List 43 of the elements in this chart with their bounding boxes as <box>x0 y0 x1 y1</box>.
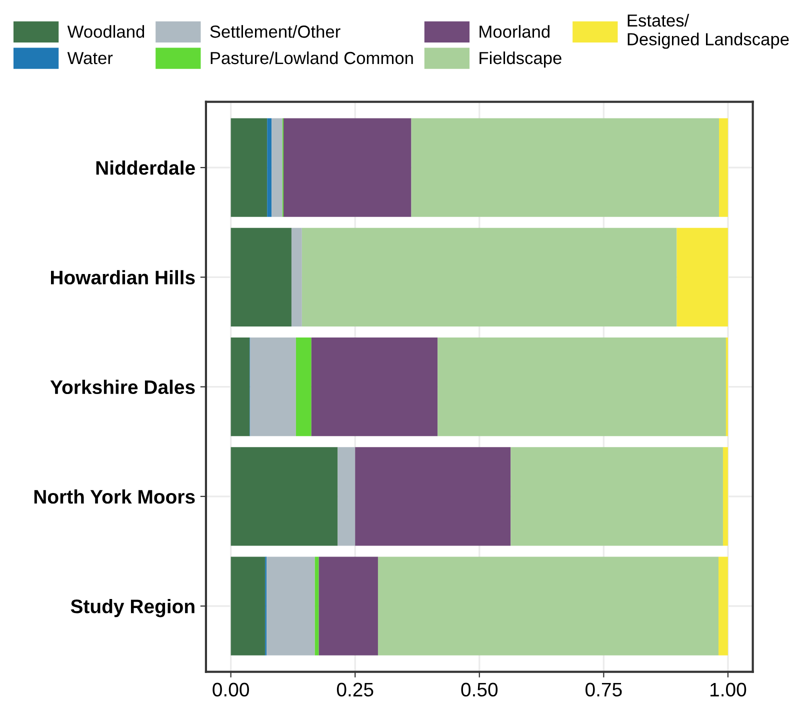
bar <box>314 556 319 656</box>
bar <box>230 118 268 217</box>
y-tick-label: Howardian Hills <box>51 270 195 284</box>
y-tick-label: Nidderdale <box>96 160 195 175</box>
bar <box>267 118 272 217</box>
bar <box>230 556 266 656</box>
x-tick-label: 0.00 <box>212 682 249 697</box>
bar <box>338 447 356 546</box>
y-tick-label: North York Moors <box>34 489 195 504</box>
x-tick-label: 0.25 <box>336 682 374 697</box>
x-tick-label: 0.75 <box>586 682 622 697</box>
bar <box>266 556 315 656</box>
bar <box>718 556 728 656</box>
bar <box>291 228 302 327</box>
bar <box>719 118 728 217</box>
y-tick-label: Yorkshire Dales <box>50 380 195 394</box>
bar <box>510 447 723 546</box>
bar <box>311 337 438 436</box>
bar <box>230 337 250 436</box>
legend-label: Moorland <box>480 25 550 38</box>
bar <box>378 556 719 656</box>
x-tick-label: 1.00 <box>710 682 746 697</box>
bar <box>676 228 728 327</box>
legend-label: Fieldscape <box>480 51 562 68</box>
bar <box>438 337 726 436</box>
bar <box>272 118 283 217</box>
y-tick-label: Study Region <box>70 598 194 618</box>
bar <box>230 447 338 546</box>
bar <box>230 228 292 327</box>
bar <box>722 447 728 546</box>
legend-label: Pasture/Lowland Common <box>210 51 413 64</box>
x-tick-label: 0.50 <box>461 682 498 697</box>
bar <box>296 337 312 436</box>
legend-label: Woodland <box>67 25 144 38</box>
bar <box>250 337 296 436</box>
bar <box>411 118 720 217</box>
legend-label: Estates/ Designed Landscape <box>628 14 789 49</box>
bar <box>318 556 378 656</box>
bar <box>284 118 412 217</box>
bar <box>302 228 677 327</box>
bar <box>355 447 511 546</box>
legend-label: Water <box>67 52 113 64</box>
legend-label: Settlement/Other <box>210 25 340 38</box>
